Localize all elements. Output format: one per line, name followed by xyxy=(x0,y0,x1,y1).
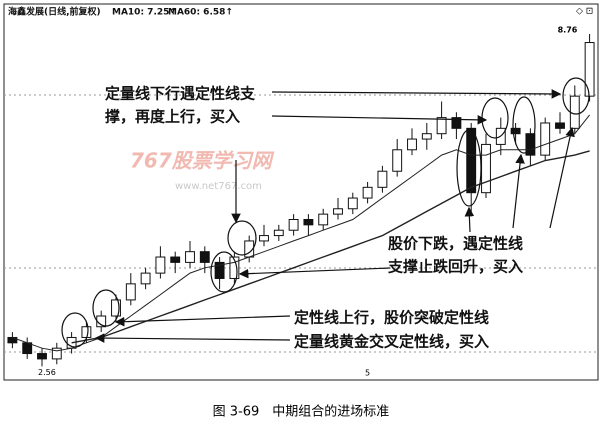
candle-body xyxy=(481,143,491,194)
candle-body xyxy=(81,326,92,338)
candle-body xyxy=(199,251,210,263)
arrows xyxy=(94,89,575,343)
ma-line xyxy=(12,114,590,352)
candle-body xyxy=(37,353,47,360)
annotation: 定性线上行，股价突破定性线 xyxy=(294,309,489,327)
candle-body xyxy=(392,149,403,172)
annotation: 定量线黄金交叉定性线，买入 xyxy=(294,333,489,351)
candle-body xyxy=(214,261,225,279)
candle-body xyxy=(259,235,269,242)
candle-body xyxy=(333,208,343,215)
candle-body xyxy=(185,251,195,263)
candle-body xyxy=(51,347,62,360)
candle-body xyxy=(229,256,240,279)
page-number: 5 xyxy=(365,369,370,378)
candle-body xyxy=(510,127,521,135)
annotation: 支撑止跌回升，买入 xyxy=(387,258,523,276)
chart-title: 海鑫发展(日线,前复权) xyxy=(8,6,101,18)
candle-body xyxy=(362,186,373,199)
candle-body xyxy=(421,133,432,140)
candle-body xyxy=(155,256,166,274)
candle-body xyxy=(140,272,151,285)
candle-body xyxy=(347,197,358,210)
candle-body xyxy=(377,170,388,188)
ma10-label: MA10: 7.25↑ xyxy=(112,8,177,18)
toolbar-icons: ◇ ⊡ xyxy=(576,7,593,17)
candle-body xyxy=(288,218,299,231)
ma-line xyxy=(71,150,590,344)
watermark: 767股票学习网 xyxy=(130,149,275,173)
ellipses xyxy=(61,77,590,348)
candle-body xyxy=(318,213,329,226)
candle-body xyxy=(555,122,565,129)
dashed-guides xyxy=(4,94,598,353)
annotation: 定量线下行遇定性线支 xyxy=(105,85,256,103)
annotation: 股价下跌，遇定性线 xyxy=(388,235,523,253)
candle-body xyxy=(303,218,314,226)
candle-body xyxy=(525,133,536,156)
watermark-url: www.net767.com xyxy=(175,181,262,192)
low-label: 2.56 xyxy=(38,368,56,377)
candle-body xyxy=(540,122,551,156)
candle-body xyxy=(436,117,447,135)
candle-body xyxy=(7,336,18,344)
candle-body xyxy=(451,117,462,129)
high-label: 8.76 xyxy=(558,25,578,34)
plot: 2.56 8.76 xyxy=(7,25,595,377)
annotation: 撑，再度上行，买入 xyxy=(105,108,240,126)
caption: 图 3-69 中期组合的进场标准 xyxy=(213,404,390,420)
candle-body xyxy=(407,138,417,151)
candle-body xyxy=(125,283,136,301)
candle-body xyxy=(111,299,121,317)
candle-body xyxy=(584,42,595,97)
candle-body xyxy=(466,127,477,194)
candle-body xyxy=(569,95,580,129)
ma60-label: MA60: 6.58↑ xyxy=(168,8,233,18)
candle-body xyxy=(273,229,284,237)
candle-body xyxy=(170,256,181,263)
